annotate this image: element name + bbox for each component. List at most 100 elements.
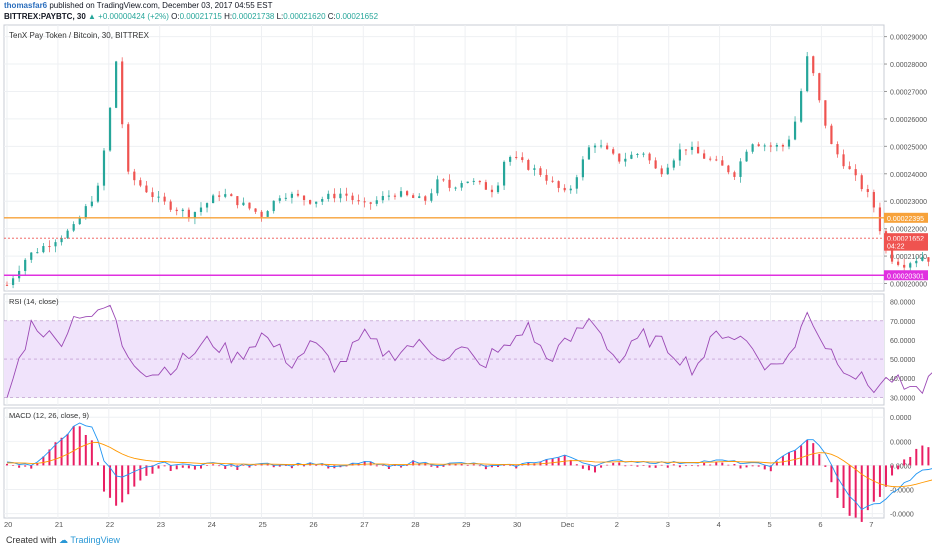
x-tick-label: 25 <box>259 520 267 529</box>
macd-hist-bar <box>181 465 184 468</box>
macd-hist-bar <box>812 443 815 466</box>
candle-body <box>812 56 815 74</box>
candle-body <box>36 252 39 254</box>
macd-hist-bar <box>448 463 451 466</box>
macd-hist-bar <box>84 434 87 466</box>
candle-body <box>599 145 603 147</box>
macd-hist-bar <box>66 433 69 466</box>
macd-hist-bar <box>587 465 590 471</box>
candle-body <box>763 145 766 147</box>
candle-body <box>787 139 791 147</box>
candle-body <box>618 153 621 162</box>
macd-hist-bar <box>794 450 797 466</box>
macd-hist-bar <box>72 426 75 466</box>
macd-hist-bar <box>860 465 863 522</box>
candle-body <box>157 196 160 198</box>
macd-hist-bar <box>418 464 421 466</box>
macd-hist-bar <box>12 465 15 466</box>
candle-body <box>42 246 45 253</box>
macd-hist-bar <box>800 445 803 466</box>
price-tick-label: 0.00022000 <box>890 227 927 234</box>
macd-hist-bar <box>169 465 172 471</box>
candle-body <box>769 145 772 147</box>
candle-body <box>333 193 336 199</box>
macd-hist-bar <box>157 465 160 469</box>
macd-hist-bar <box>284 465 287 467</box>
rsi-tick-label: 70.0000 <box>890 319 915 326</box>
price-label: 0.00020301 <box>887 273 924 280</box>
candle-body <box>96 185 100 202</box>
macd-histogram <box>6 426 930 522</box>
macd-hist-bar <box>78 426 81 466</box>
author-link[interactable]: thomasfar6 <box>4 1 48 10</box>
macd-hist-bar <box>96 462 99 466</box>
candle-body <box>630 154 633 159</box>
macd-hist-bar <box>363 461 366 466</box>
macd-hist-bar <box>684 465 687 467</box>
macd-hist-bar <box>460 463 463 466</box>
symbol-line: BITTREX:PAYBTC, 30 ▲ +0.00000424 (+2%) O… <box>4 12 378 22</box>
candle-body <box>345 193 348 196</box>
candle-body <box>224 194 227 197</box>
candle-body <box>393 195 397 197</box>
macd-hist-bar <box>733 464 736 466</box>
candle-body <box>909 263 912 268</box>
macd-hist-bar <box>102 465 105 492</box>
candle-body <box>405 191 409 196</box>
candle-body <box>11 278 15 285</box>
candle-body <box>848 166 851 170</box>
candle-body <box>521 157 524 161</box>
candle-body <box>648 153 651 161</box>
macd-hist-bar <box>763 465 766 470</box>
candle-body <box>745 151 748 162</box>
macd-hist-bar <box>206 465 209 466</box>
price-label-bg <box>884 233 928 244</box>
x-tick-label: 3 <box>666 520 670 529</box>
candle-body <box>308 200 312 204</box>
macd-hist-bar <box>478 465 481 467</box>
macd-hist-bar <box>727 464 730 466</box>
macd-hist-bar <box>121 465 124 503</box>
published-text: published on TradingView.com, December 0… <box>49 1 273 10</box>
macd-hist-bar <box>115 465 118 506</box>
macd-hist-bar <box>412 460 415 466</box>
candle-body <box>496 185 500 193</box>
candle-body <box>454 187 457 189</box>
x-tick-label: 26 <box>309 520 317 529</box>
candle-body <box>296 193 300 196</box>
macd-hist-bar <box>30 465 33 469</box>
price-label: 0.00022395 <box>887 216 924 223</box>
candle-body <box>502 161 506 186</box>
macd-hist-bar <box>327 465 330 469</box>
rsi-title: RSI (14, close) <box>9 297 59 306</box>
low-value: 0.00021620 <box>283 12 326 21</box>
publish-info: thomasfar6 published on TradingView.com,… <box>4 1 272 11</box>
candle-body <box>690 146 694 150</box>
price-label-bg <box>884 240 928 251</box>
macd-hist-bar <box>442 465 445 467</box>
macd-hist-bar <box>648 465 651 468</box>
macd-hist-bar <box>569 459 572 466</box>
candle-body <box>315 201 318 204</box>
macd-hist-bar <box>187 465 190 469</box>
candle-body <box>78 217 81 225</box>
candle-body <box>660 168 663 175</box>
candle-body <box>151 192 154 197</box>
macd-hist-bar <box>636 465 639 467</box>
tradingview-brand[interactable]: TradingView <box>70 535 120 545</box>
macd-hist-bar <box>884 465 887 487</box>
candle-body <box>448 179 451 188</box>
candle-body <box>284 197 287 199</box>
macd-hist-bar <box>551 458 554 466</box>
macd-hist-bar <box>891 465 894 476</box>
macd-hist-bar <box>272 465 275 468</box>
macd-hist-bar <box>703 463 706 466</box>
candle-body <box>727 165 730 173</box>
candle-body <box>169 201 172 210</box>
macd-hist-bar <box>775 461 778 466</box>
x-tick-label: 2 <box>615 520 619 529</box>
candle-body <box>733 172 736 177</box>
candle-body <box>442 179 445 181</box>
candle-body <box>163 196 166 202</box>
